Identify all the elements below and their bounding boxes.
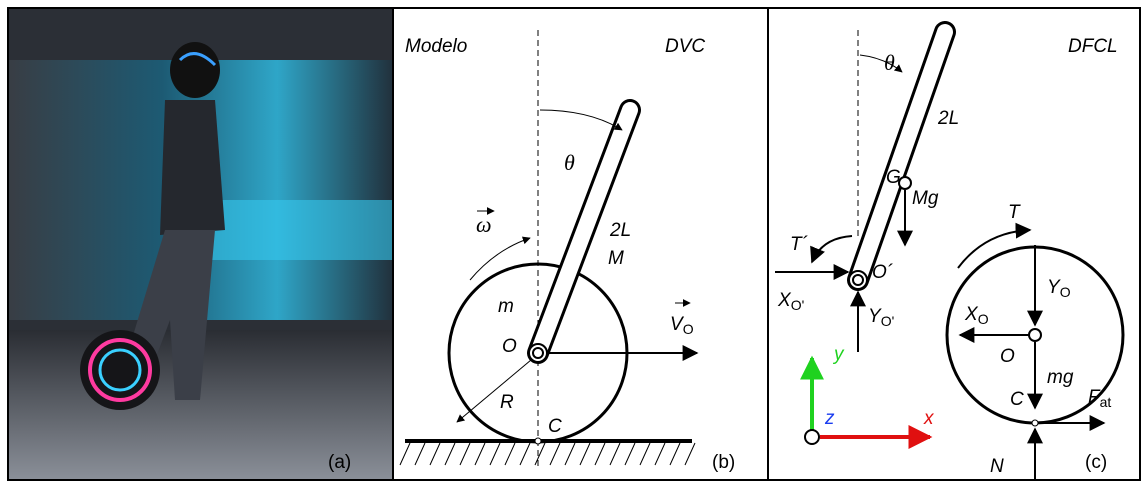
omega-label: ω bbox=[476, 212, 492, 237]
rod-length: 2L bbox=[609, 220, 631, 241]
velocity-label: VO bbox=[670, 314, 694, 337]
title: Modelo bbox=[405, 36, 467, 57]
rod-length: 2L bbox=[937, 108, 959, 129]
pivot-label: O´ bbox=[872, 262, 894, 283]
title: DFCL bbox=[1068, 36, 1118, 57]
friction-label: Fat bbox=[1088, 387, 1111, 410]
rod-mass: M bbox=[608, 248, 624, 269]
axis-label: x bbox=[923, 408, 935, 429]
contact-label: C bbox=[548, 416, 562, 437]
figure: (a) Modelo DVC θ ω 2L M m O VO R C (b) D… bbox=[0, 0, 1147, 488]
subtitle: DVC bbox=[665, 36, 705, 57]
center-label: O bbox=[1000, 346, 1015, 367]
panel-label: (b) bbox=[712, 452, 735, 473]
wheel-x: XO bbox=[964, 304, 989, 327]
contact-label: C bbox=[1010, 389, 1024, 410]
reaction-x: XO' bbox=[777, 290, 804, 313]
radius-label: R bbox=[500, 392, 514, 413]
weight-label: Mg bbox=[912, 188, 939, 209]
cg-label: G bbox=[886, 167, 901, 188]
center-label: O bbox=[502, 336, 517, 357]
axis-label: y bbox=[832, 344, 845, 365]
photo bbox=[9, 9, 392, 479]
reaction-y: YO' bbox=[868, 306, 894, 329]
torque-label: T bbox=[1008, 202, 1021, 223]
angle-label: θ bbox=[564, 150, 575, 175]
wheel-y: YO bbox=[1047, 277, 1071, 300]
weight-label: mg bbox=[1047, 367, 1074, 388]
normal-label: N bbox=[990, 456, 1004, 477]
panel-label: (a) bbox=[328, 452, 351, 473]
wheel-mass: m bbox=[498, 296, 514, 317]
angle-label: θ bbox=[884, 50, 895, 75]
panel-b bbox=[400, 30, 697, 470]
axis-label: z bbox=[824, 408, 835, 429]
torque-label: T´ bbox=[790, 234, 809, 255]
panel-label: (c) bbox=[1085, 452, 1107, 473]
